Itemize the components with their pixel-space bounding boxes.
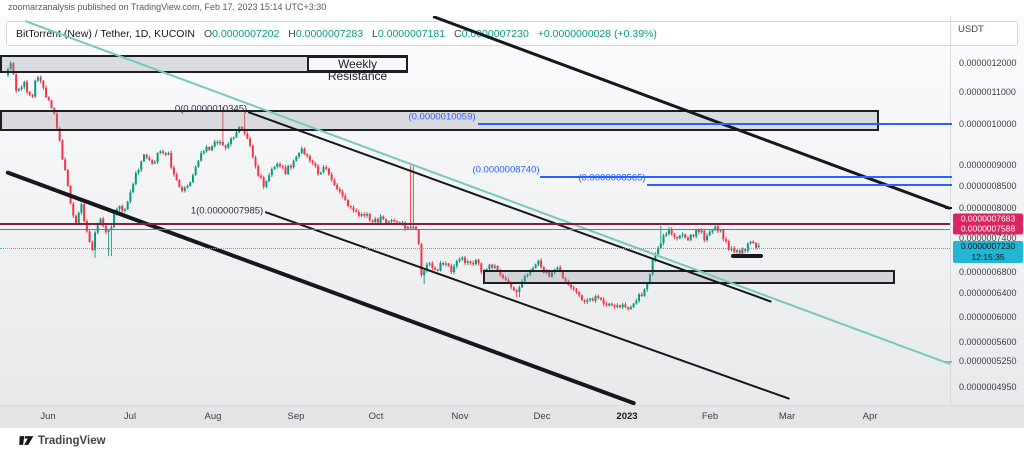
footer-bar: TradingView xyxy=(0,427,1024,452)
axis-currency-label: USDT xyxy=(958,24,984,35)
axis-edge-mark xyxy=(945,207,952,209)
chart-plot-area[interactable]: Weekly Resistance (0.0000010059) (0.000000… xyxy=(0,16,950,405)
price-tick-label: 0.0000004950 xyxy=(959,382,1017,392)
countdown-timer: 12:15:35 xyxy=(971,252,1005,262)
time-tick-label: Sep xyxy=(287,411,305,422)
fib-level-label: 0(0.0000010345) xyxy=(174,103,248,115)
price-tick-label: 0.0000011000 xyxy=(959,87,1016,97)
time-tick-label: Feb xyxy=(701,411,719,422)
level-price-label: (0.0000008740) xyxy=(472,164,540,176)
horizontal-level-line-blue[interactable] xyxy=(540,176,950,178)
price-tick-label: 0.0000006800 xyxy=(959,267,1017,277)
price-tick-label: 0.0000008500 xyxy=(959,181,1017,191)
fib-trend-line-1[interactable] xyxy=(264,211,791,400)
price-tick-label: 0.0000009000 xyxy=(959,160,1017,170)
price-tick-label: 0.0000006400 xyxy=(959,288,1017,298)
tradingview-brand-text[interactable]: TradingView xyxy=(38,434,106,447)
weekly-resistance-zone-label[interactable]: Weekly Resistance xyxy=(307,56,408,82)
time-tick-label: Dec xyxy=(533,411,551,422)
fib-zero-zone[interactable] xyxy=(0,110,879,131)
price-tick-label: 0.0000007400 xyxy=(959,233,1017,243)
axis-edge-mark xyxy=(945,361,952,363)
price-tick-label: 0.0000006000 xyxy=(959,312,1017,322)
horizontal-level-line-blue[interactable] xyxy=(478,122,950,125)
price-tick-label: 0.0000005250 xyxy=(959,356,1017,366)
time-tick-label: Oct xyxy=(368,411,384,422)
attribution-text: zoomarzanalysis published on TradingView… xyxy=(0,0,1024,16)
price-axis[interactable]: 0.0000012000 0.0000011000 0.0000010000 0.00… xyxy=(945,16,1024,405)
price-tick-label: 0.0000005600 xyxy=(959,337,1017,347)
time-tick-label: Aug xyxy=(204,411,222,422)
tradingview-logo-icon[interactable] xyxy=(19,434,34,447)
axis-edge-mark xyxy=(945,123,952,125)
descending-trendline-lower[interactable] xyxy=(5,170,637,405)
time-tick-label: Nov xyxy=(451,411,469,422)
price-tick-label: 0.0000012000 xyxy=(959,58,1017,68)
drawings-overlay: Weekly Resistance (0.0000010059) (0.000000… xyxy=(0,16,950,405)
descending-trendline-teal[interactable] xyxy=(24,20,950,365)
axis-edge-mark xyxy=(945,176,952,178)
time-tick-label: Mar xyxy=(778,411,796,422)
price-tick-label: 0.0000008000 xyxy=(959,203,1017,213)
price-badge: 0.0000007230 12:15:35 xyxy=(953,241,1023,263)
resistance-line-7683[interactable] xyxy=(0,222,950,225)
horizontal-level-line-blue[interactable] xyxy=(647,183,950,186)
level-price-label: (0.0000008565) xyxy=(578,172,646,184)
price-badge: 0.0000007683 xyxy=(953,213,1023,225)
time-tick-label: Apr xyxy=(862,411,878,422)
price-tick-label: 0.0000010000 xyxy=(959,119,1017,129)
time-tick-label: 2023 xyxy=(616,411,638,422)
price-badge: 0.0000007588 xyxy=(953,223,1023,235)
fib-level-label: 1(0.0000007985) xyxy=(190,205,264,217)
time-tick-label: Jun xyxy=(40,411,56,422)
level-price-label: (0.0000010059) xyxy=(408,111,476,123)
resistance-line-7588[interactable] xyxy=(0,228,950,231)
current-price-line xyxy=(0,247,950,249)
time-tick-label: Jul xyxy=(123,411,137,422)
support-marker-line[interactable] xyxy=(731,254,763,258)
candlestick-series[interactable] xyxy=(0,16,950,405)
time-axis[interactable]: Jun Jul Aug Sep Oct Nov Dec 2023 Feb Mar Apr xyxy=(0,405,1024,428)
axis-edge-mark xyxy=(945,184,952,186)
